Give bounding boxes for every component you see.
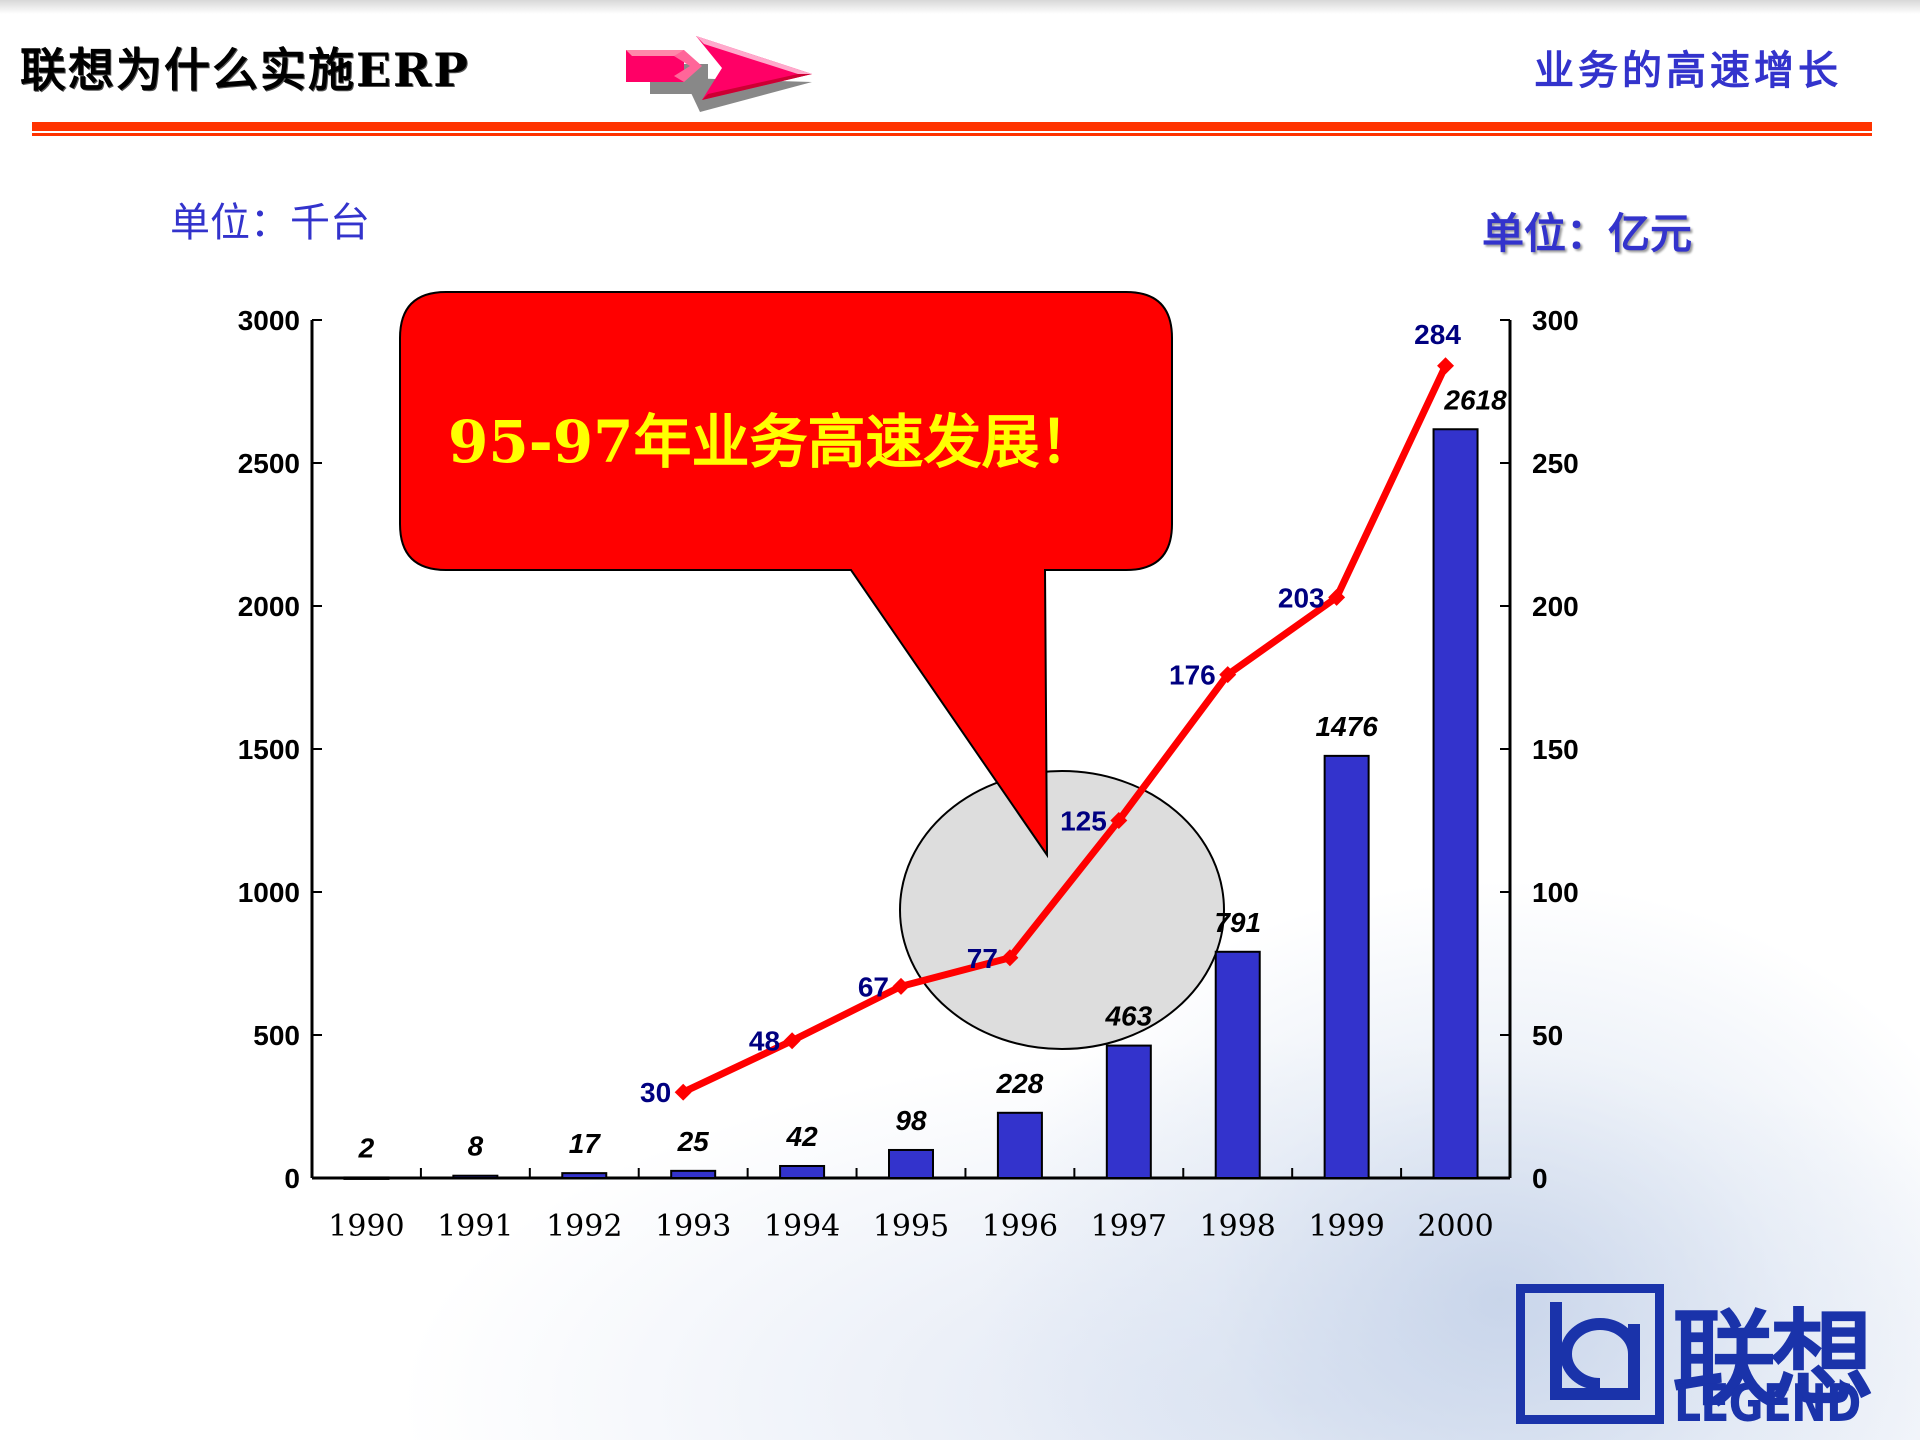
x-tick-label: 1995: [873, 1209, 949, 1244]
line-value-label: 125: [1060, 806, 1107, 837]
line-marker: [892, 977, 910, 995]
bar: [1105, 1044, 1152, 1180]
bar-value-label: 42: [786, 1121, 819, 1152]
legend-logo-icon: [1516, 1284, 1664, 1424]
bar-value-label: 8: [468, 1131, 484, 1162]
y-left-tick-label: 2500: [238, 448, 300, 479]
line-marker: [1110, 812, 1128, 829]
bar-value-label: 2618: [1443, 384, 1507, 415]
line-value-label: 176: [1169, 660, 1216, 691]
y-left-tick-label: 500: [253, 1020, 300, 1051]
x-tick-label: 1990: [328, 1209, 404, 1244]
x-tick-label: 1998: [1200, 1209, 1276, 1244]
callout-bubble: [399, 291, 1173, 859]
y-left-tick-label: 1500: [238, 734, 300, 765]
x-tick-label: 1992: [546, 1209, 622, 1244]
y-left-tick-label: 1000: [238, 877, 300, 908]
y-right-tick-label: 0: [1532, 1163, 1548, 1194]
x-tick-label: 1999: [1308, 1209, 1384, 1244]
bar-value-label: 463: [1104, 1001, 1152, 1032]
bar: [670, 1169, 717, 1179]
y-right-tick-label: 50: [1532, 1020, 1563, 1051]
slide-title: 联想为什么实施ERP: [20, 43, 470, 97]
header-divider-thin: [32, 133, 1872, 136]
chart-axes: 0 500 1000 1500 2000 2500 3000 0 50 100 150 200 250 3…: [238, 305, 1579, 1244]
bar-value-label: 98: [895, 1105, 927, 1136]
logo-english-text: LEGEND: [1674, 1374, 1861, 1434]
y-left-tick-label: 2000: [238, 591, 300, 622]
y-left-tick-label: 3000: [238, 305, 300, 336]
slide-subtitle: 业务的高速增长: [1534, 48, 1842, 94]
bar-value-label: 17: [569, 1128, 602, 1159]
bar: [779, 1164, 826, 1180]
data-labels: 2 8 17 25 42 98 228 463 791 1476 2618 30 48 67 77 125 17…: [358, 319, 1507, 1164]
y-right-tick-label: 250: [1532, 448, 1579, 479]
header-divider: [32, 122, 1872, 131]
line-marker: [1219, 666, 1237, 684]
bar-value-label: 25: [677, 1126, 710, 1157]
bar-series: [343, 428, 1479, 1180]
line-value-label: 48: [749, 1026, 780, 1057]
x-tick-label: 2000: [1417, 1209, 1493, 1244]
line-series: [674, 357, 1455, 1101]
y-right-tick-label: 200: [1532, 591, 1579, 622]
arrow-icon: [626, 36, 812, 112]
line-marker: [1001, 949, 1019, 967]
line-marker: [1328, 588, 1346, 606]
y-right-tick-label: 150: [1532, 734, 1579, 765]
bar-value-label: 1476: [1315, 711, 1378, 742]
bar-value-label: 2: [358, 1132, 375, 1163]
legend-logo: 联想 LEGEND: [1516, 1282, 1890, 1434]
y-right-tick-label: 100: [1532, 877, 1579, 908]
bar: [1323, 754, 1370, 1179]
x-tick-label: 1994: [764, 1209, 840, 1244]
bar: [1432, 428, 1479, 1179]
bar: [452, 1174, 499, 1180]
bar: [888, 1148, 934, 1180]
line-value-label: 67: [858, 971, 889, 1002]
callout-text: 95-97年业务高速发展！: [448, 408, 1098, 476]
line-value-label: 77: [967, 943, 998, 974]
line-marker: [783, 1032, 801, 1050]
bar-value-label: 228: [996, 1068, 1044, 1099]
logo-chinese-text: 联想: [1672, 1298, 1874, 1420]
x-tick-label: 1991: [437, 1209, 513, 1244]
line-value-label: 203: [1278, 582, 1325, 613]
right-axis-unit-label: 单位：亿元: [1482, 209, 1693, 258]
x-tick-label: 1997: [1091, 1209, 1167, 1244]
x-tick-label: 1996: [982, 1209, 1058, 1244]
bar-value-label: 791: [1214, 907, 1261, 938]
x-tick-label: 1993: [655, 1209, 731, 1244]
bar: [561, 1172, 608, 1179]
y-left-tick-label: 0: [284, 1163, 300, 1194]
bar: [1214, 950, 1261, 1179]
line-value-label: 284: [1414, 319, 1461, 350]
line-marker: [674, 1083, 692, 1101]
bar: [996, 1111, 1043, 1179]
bar: [343, 1176, 390, 1180]
line-value-label: 30: [640, 1077, 671, 1108]
y-right-tick-label: 300: [1532, 305, 1579, 336]
highlight-ellipse: [899, 770, 1225, 1050]
top-shade: [0, 0, 1920, 14]
left-axis-unit-label: 单位：千台: [170, 200, 370, 246]
